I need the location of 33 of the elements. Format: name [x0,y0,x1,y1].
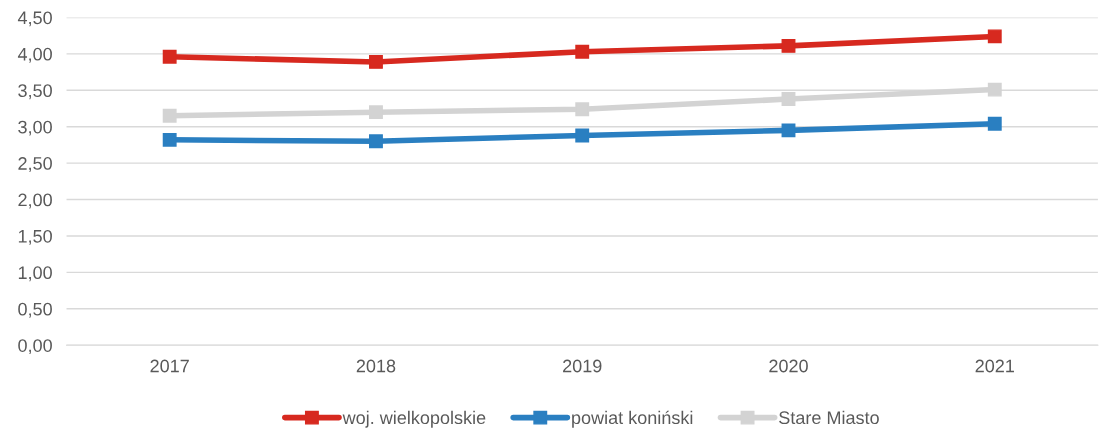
y-tick-label: 2,50 [18,157,52,172]
x-tick-label: 2020 [769,359,808,373]
point [987,29,1002,44]
y-tick-label: 2,00 [18,193,52,209]
x-tick-label: 2017 [150,359,189,373]
point [781,92,796,106]
y-tick-label: 4,00 [17,47,52,63]
point [369,105,383,120]
y-tick-label: 1,50 [18,229,52,245]
point [369,54,383,69]
point [575,44,590,59]
point [162,49,177,64]
point [162,108,177,123]
point [987,82,1002,97]
legend-label: powiat koniński [572,410,693,428]
point [369,134,383,149]
y-tick-label: 0,50 [18,302,52,318]
y-tick-label: 4,50 [17,11,52,27]
point [987,116,1002,131]
point [575,128,590,143]
point [162,132,177,147]
y-tick-label: 3,00 [18,120,52,136]
y-tick-label: 0,00 [18,339,52,355]
y-tick-label: 1,00 [18,266,52,282]
x-tick-label: 2018 [356,359,396,373]
legend-label: Stare Miasto [779,410,879,425]
point [781,38,796,53]
point [781,123,796,138]
point [575,102,590,117]
legend-label: woj. wielkopolskie [342,410,486,428]
x-tick-label: 2021 [975,359,1014,373]
x-tick-label: 2019 [563,359,602,373]
y-tick-label: 3,50 [18,84,52,100]
